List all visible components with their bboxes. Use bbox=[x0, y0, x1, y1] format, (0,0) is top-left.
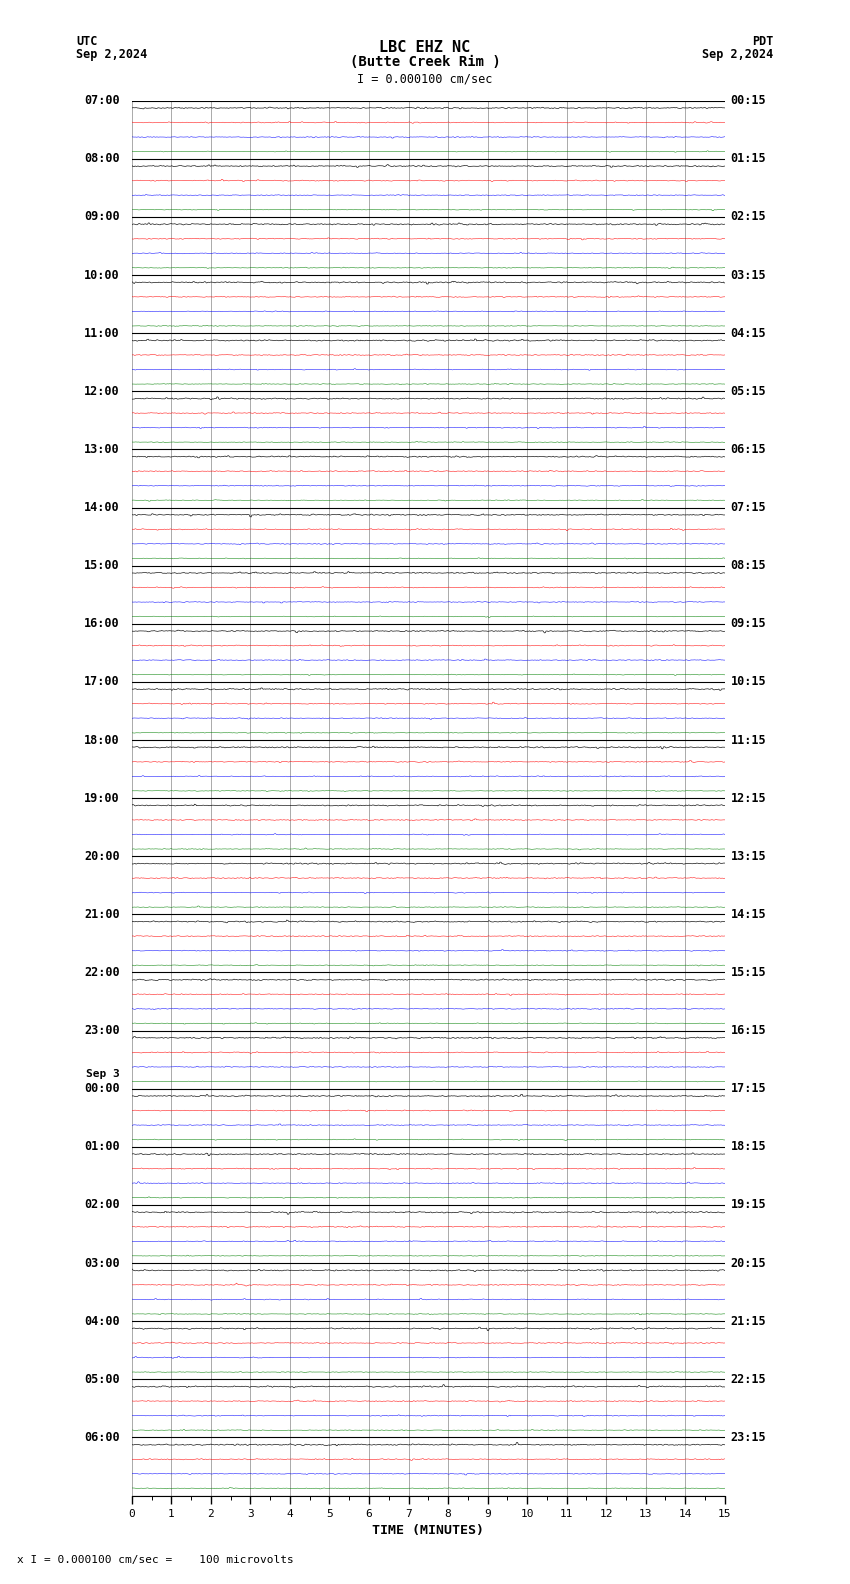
Text: 17:00: 17:00 bbox=[84, 675, 120, 689]
Text: 12:15: 12:15 bbox=[731, 792, 767, 805]
Text: 18:15: 18:15 bbox=[731, 1140, 767, 1153]
Text: 01:00: 01:00 bbox=[84, 1140, 120, 1153]
Text: 06:00: 06:00 bbox=[84, 1430, 120, 1445]
Text: 16:00: 16:00 bbox=[84, 618, 120, 630]
Text: 08:15: 08:15 bbox=[731, 559, 767, 572]
Text: 17:15: 17:15 bbox=[731, 1082, 767, 1095]
Text: 02:15: 02:15 bbox=[731, 211, 767, 223]
Text: Sep 3: Sep 3 bbox=[86, 1069, 120, 1079]
Text: Sep 2,2024: Sep 2,2024 bbox=[702, 48, 774, 60]
Text: 19:00: 19:00 bbox=[84, 792, 120, 805]
Text: 21:00: 21:00 bbox=[84, 908, 120, 920]
Text: 10:15: 10:15 bbox=[731, 675, 767, 689]
Text: 20:15: 20:15 bbox=[731, 1256, 767, 1270]
Text: 13:15: 13:15 bbox=[731, 849, 767, 863]
Text: 08:00: 08:00 bbox=[84, 152, 120, 165]
Text: 15:00: 15:00 bbox=[84, 559, 120, 572]
Text: 22:00: 22:00 bbox=[84, 966, 120, 979]
Text: 05:15: 05:15 bbox=[731, 385, 767, 398]
Text: 20:00: 20:00 bbox=[84, 849, 120, 863]
Text: 00:00: 00:00 bbox=[84, 1082, 120, 1095]
Text: 14:15: 14:15 bbox=[731, 908, 767, 920]
Text: LBC EHZ NC: LBC EHZ NC bbox=[379, 40, 471, 54]
Text: 13:00: 13:00 bbox=[84, 444, 120, 456]
Text: 09:15: 09:15 bbox=[731, 618, 767, 630]
Text: 01:15: 01:15 bbox=[731, 152, 767, 165]
Text: 06:15: 06:15 bbox=[731, 444, 767, 456]
Text: 07:00: 07:00 bbox=[84, 93, 120, 108]
Text: 09:00: 09:00 bbox=[84, 211, 120, 223]
Text: 15:15: 15:15 bbox=[731, 966, 767, 979]
Text: 05:00: 05:00 bbox=[84, 1373, 120, 1386]
Text: 18:00: 18:00 bbox=[84, 733, 120, 746]
Text: 00:15: 00:15 bbox=[731, 93, 767, 108]
Text: 23:15: 23:15 bbox=[731, 1430, 767, 1445]
Text: 21:15: 21:15 bbox=[731, 1315, 767, 1327]
Text: x I = 0.000100 cm/sec =    100 microvolts: x I = 0.000100 cm/sec = 100 microvolts bbox=[17, 1555, 294, 1565]
Text: 16:15: 16:15 bbox=[731, 1025, 767, 1038]
Text: 02:00: 02:00 bbox=[84, 1199, 120, 1212]
Text: 12:00: 12:00 bbox=[84, 385, 120, 398]
Text: 11:15: 11:15 bbox=[731, 733, 767, 746]
Text: 11:00: 11:00 bbox=[84, 326, 120, 339]
Text: 19:15: 19:15 bbox=[731, 1199, 767, 1212]
Text: 03:15: 03:15 bbox=[731, 269, 767, 282]
Text: I = 0.000100 cm/sec: I = 0.000100 cm/sec bbox=[357, 73, 493, 86]
Text: 04:00: 04:00 bbox=[84, 1315, 120, 1327]
Text: 10:00: 10:00 bbox=[84, 269, 120, 282]
Text: 22:15: 22:15 bbox=[731, 1373, 767, 1386]
Text: 03:00: 03:00 bbox=[84, 1256, 120, 1270]
Text: 04:15: 04:15 bbox=[731, 326, 767, 339]
Text: 07:15: 07:15 bbox=[731, 501, 767, 515]
Text: PDT: PDT bbox=[752, 35, 774, 48]
Text: 23:00: 23:00 bbox=[84, 1025, 120, 1038]
Text: UTC: UTC bbox=[76, 35, 98, 48]
Text: (Butte Creek Rim ): (Butte Creek Rim ) bbox=[349, 55, 501, 70]
X-axis label: TIME (MINUTES): TIME (MINUTES) bbox=[372, 1524, 484, 1538]
Text: Sep 2,2024: Sep 2,2024 bbox=[76, 48, 148, 60]
Text: 14:00: 14:00 bbox=[84, 501, 120, 515]
